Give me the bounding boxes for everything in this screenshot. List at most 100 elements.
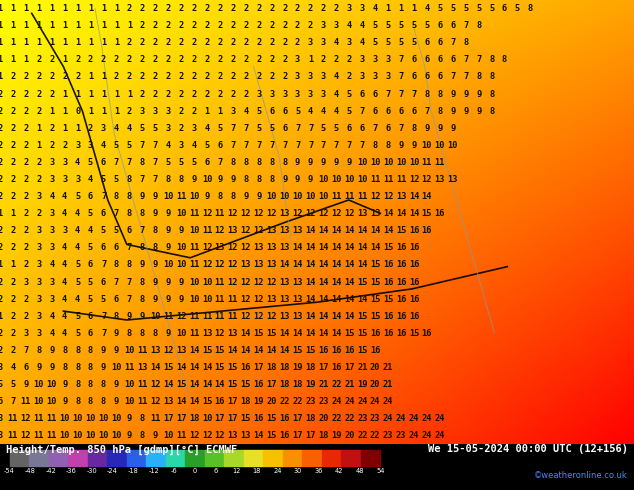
Text: 8: 8 bbox=[75, 397, 81, 406]
Text: 7: 7 bbox=[385, 90, 391, 98]
Text: 5: 5 bbox=[256, 123, 261, 133]
Text: 1: 1 bbox=[0, 21, 3, 30]
Text: 2: 2 bbox=[269, 73, 275, 81]
Text: 15: 15 bbox=[228, 380, 238, 389]
Text: 12: 12 bbox=[254, 277, 264, 287]
Text: 16: 16 bbox=[396, 312, 406, 321]
Text: 8: 8 bbox=[75, 363, 81, 372]
Text: 5: 5 bbox=[88, 244, 93, 252]
Text: 11: 11 bbox=[189, 244, 199, 252]
Text: 15: 15 bbox=[370, 261, 380, 270]
Text: 2: 2 bbox=[10, 123, 16, 133]
Text: 3: 3 bbox=[49, 277, 55, 287]
Text: 2: 2 bbox=[36, 175, 41, 184]
Text: 2: 2 bbox=[204, 38, 210, 47]
Text: 3: 3 bbox=[23, 329, 29, 338]
Text: 15: 15 bbox=[396, 226, 406, 235]
Text: 2: 2 bbox=[23, 73, 29, 81]
Text: 24: 24 bbox=[344, 397, 354, 406]
Text: 16: 16 bbox=[383, 277, 394, 287]
Text: 3: 3 bbox=[385, 73, 391, 81]
Text: 1: 1 bbox=[36, 141, 41, 150]
Text: 6: 6 bbox=[437, 55, 443, 64]
Text: 12: 12 bbox=[254, 226, 264, 235]
Text: 9: 9 bbox=[437, 123, 443, 133]
Text: 1: 1 bbox=[217, 107, 223, 116]
Text: 2: 2 bbox=[217, 4, 223, 13]
Text: 9: 9 bbox=[139, 192, 145, 201]
Text: 2: 2 bbox=[101, 55, 106, 64]
Text: 3: 3 bbox=[49, 158, 55, 167]
Text: 23: 23 bbox=[370, 414, 380, 423]
Text: ©weatheronline.co.uk: ©weatheronline.co.uk bbox=[534, 471, 628, 480]
Text: 7: 7 bbox=[411, 90, 417, 98]
Text: 2: 2 bbox=[139, 90, 145, 98]
Text: 10: 10 bbox=[111, 414, 122, 423]
Text: 2: 2 bbox=[0, 158, 3, 167]
Text: 4: 4 bbox=[333, 90, 339, 98]
Text: 12: 12 bbox=[292, 209, 303, 218]
Text: 2: 2 bbox=[295, 4, 301, 13]
Bar bbox=[361, 450, 380, 466]
Text: 3: 3 bbox=[101, 123, 106, 133]
Text: 8: 8 bbox=[88, 346, 93, 355]
Text: 7: 7 bbox=[153, 141, 158, 150]
Text: 9: 9 bbox=[217, 175, 223, 184]
Text: 2: 2 bbox=[179, 107, 184, 116]
Text: 3: 3 bbox=[308, 38, 313, 47]
Text: 12: 12 bbox=[318, 209, 328, 218]
Text: 5: 5 bbox=[424, 21, 430, 30]
Text: 14: 14 bbox=[370, 244, 380, 252]
Text: 2: 2 bbox=[165, 38, 171, 47]
Text: 11: 11 bbox=[189, 312, 199, 321]
Text: 1: 1 bbox=[10, 261, 16, 270]
Text: 10: 10 bbox=[98, 414, 109, 423]
Text: 1: 1 bbox=[88, 107, 93, 116]
Text: 15: 15 bbox=[228, 363, 238, 372]
Text: 12: 12 bbox=[266, 312, 277, 321]
Text: 6: 6 bbox=[101, 244, 106, 252]
Text: 12: 12 bbox=[240, 277, 251, 287]
Text: 14: 14 bbox=[357, 294, 368, 304]
Bar bbox=[283, 450, 302, 466]
Text: 5: 5 bbox=[10, 380, 16, 389]
Text: 15: 15 bbox=[383, 294, 394, 304]
Text: 1: 1 bbox=[88, 38, 93, 47]
Text: 16: 16 bbox=[396, 244, 406, 252]
Text: -12: -12 bbox=[148, 468, 159, 474]
Text: 12: 12 bbox=[232, 468, 240, 474]
Text: 9: 9 bbox=[153, 261, 158, 270]
Text: 9: 9 bbox=[153, 209, 158, 218]
Text: 14: 14 bbox=[240, 329, 251, 338]
Text: 12: 12 bbox=[254, 312, 264, 321]
Text: 1: 1 bbox=[62, 55, 67, 64]
Text: 9: 9 bbox=[49, 346, 55, 355]
Text: 10: 10 bbox=[448, 141, 458, 150]
Text: 16: 16 bbox=[409, 294, 419, 304]
Text: 9: 9 bbox=[153, 294, 158, 304]
Text: 10: 10 bbox=[189, 192, 199, 201]
Text: 13: 13 bbox=[292, 312, 303, 321]
Text: 14: 14 bbox=[396, 209, 406, 218]
Text: 8: 8 bbox=[476, 21, 481, 30]
Text: 9: 9 bbox=[399, 141, 404, 150]
Text: 2: 2 bbox=[191, 38, 197, 47]
Text: 2: 2 bbox=[256, 73, 261, 81]
Text: 1: 1 bbox=[101, 73, 106, 81]
Text: 8: 8 bbox=[139, 329, 145, 338]
Text: 12: 12 bbox=[240, 294, 251, 304]
Text: 9: 9 bbox=[191, 175, 197, 184]
Text: 12: 12 bbox=[344, 209, 354, 218]
Text: 9: 9 bbox=[230, 175, 235, 184]
Text: 13: 13 bbox=[202, 329, 212, 338]
Text: 24: 24 bbox=[409, 414, 419, 423]
Text: 8: 8 bbox=[0, 431, 3, 441]
Text: 17: 17 bbox=[266, 380, 277, 389]
Text: 14: 14 bbox=[318, 226, 328, 235]
Text: 8: 8 bbox=[373, 141, 378, 150]
Text: 12: 12 bbox=[422, 175, 432, 184]
Text: 6: 6 bbox=[0, 397, 3, 406]
Text: 18: 18 bbox=[280, 363, 290, 372]
Text: 14: 14 bbox=[189, 380, 199, 389]
Text: 17: 17 bbox=[163, 414, 174, 423]
